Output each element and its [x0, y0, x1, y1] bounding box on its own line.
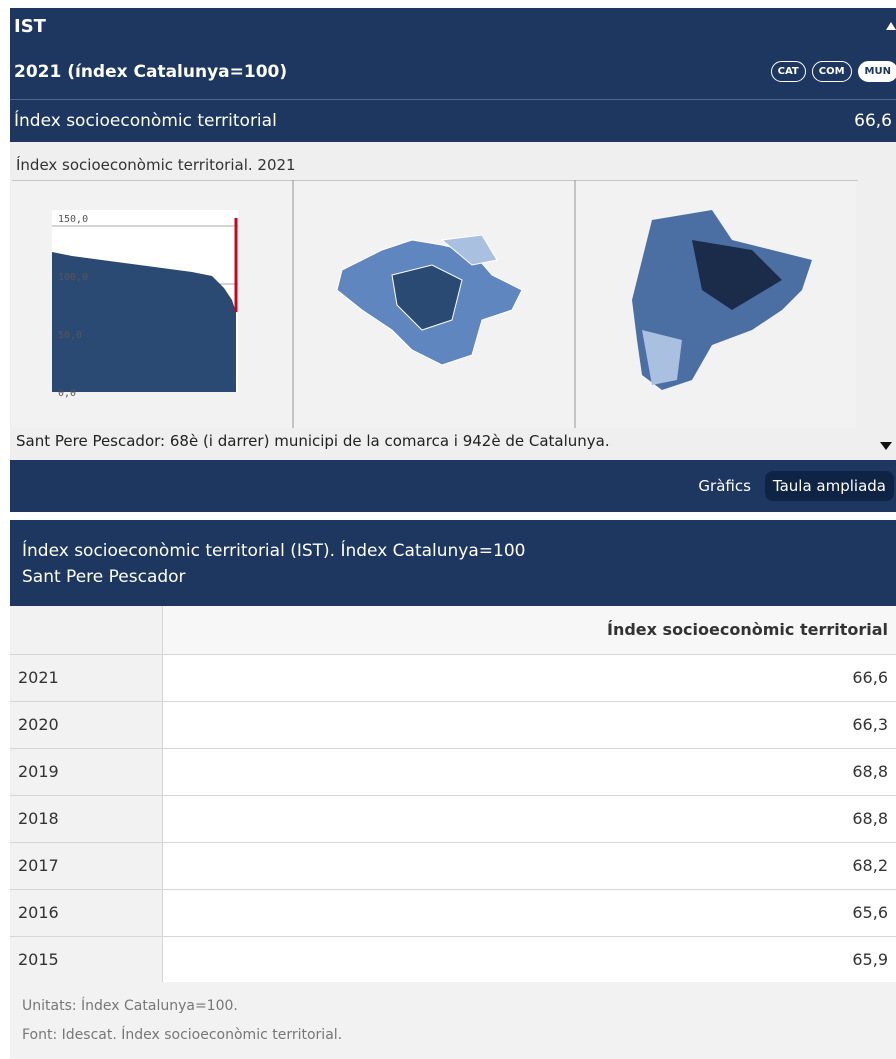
data-table: Índex socioeconòmic territorial 2021 66,6 2…	[10, 606, 896, 984]
year-cell: 2016	[10, 889, 163, 937]
chart-panel: Índex socioeconòmic territorial. 2021 15…	[10, 142, 896, 460]
scope-buttons: CAT COM MUN	[765, 61, 896, 82]
tab[interactable]: Taula ampliada	[764, 471, 894, 501]
header-title-row: IST	[10, 8, 896, 44]
subtitle-row: 2021 (índex Catalunya=100) CAT COM MUN	[10, 44, 896, 99]
value-cell: 68,8	[162, 795, 896, 843]
table-row: 2019 68,8	[10, 748, 896, 796]
summary: Sant Pere Pescador: 68è (i darrer) munic…	[16, 432, 610, 450]
table-wrap: Índex socioeconòmic territorial 2021 66,6 2…	[10, 606, 896, 984]
collapse-icon[interactable]	[886, 22, 896, 30]
expand-icon[interactable]	[880, 442, 892, 450]
caption: Índex socioeconòmic territorial. 2021	[16, 156, 296, 174]
table-title: Índex socioeconòmic territorial (IST). Í…	[22, 541, 526, 561]
value-cell: 68,8	[162, 748, 896, 796]
thumb-tick-label: 50,0	[58, 330, 82, 341]
indicator-value: 66,6	[854, 111, 892, 131]
map-shape	[440, 234, 498, 266]
scope-button[interactable]: COM	[811, 61, 852, 82]
table-subtitle: Sant Pere Pescador	[22, 567, 186, 587]
header	[10, 8, 896, 142]
scope-button[interactable]: MUN	[857, 61, 896, 82]
table-row: 2021 66,6	[10, 654, 896, 702]
table-header: Índex socioeconòmic territorial (IST). Í…	[10, 520, 896, 606]
year-cell: 2019	[10, 748, 163, 796]
column-header: Índex socioeconòmic territorial	[162, 606, 896, 655]
year-cell: 2020	[10, 701, 163, 749]
value-cell: 66,6	[162, 654, 896, 702]
map-shape	[642, 330, 682, 385]
table-row: 2015 65,9	[10, 936, 896, 984]
thumb-tick-label: 0,0	[58, 388, 76, 399]
note: Unitats: Índex Catalunya=100.	[22, 998, 238, 1014]
map-shape	[692, 240, 782, 310]
note: Font: Idescat. Índex socioeconòmic terri…	[22, 1027, 343, 1043]
title: IST	[14, 15, 46, 37]
thumbnails: 150,0 100,0 50,0 0,0	[12, 180, 858, 428]
year-cell: 2021	[10, 654, 163, 702]
thumb-tick-label: 150,0	[58, 214, 88, 225]
year-cell: 2018	[10, 795, 163, 843]
indicator: Índex socioeconòmic territorial	[14, 111, 277, 131]
thumb-tick-label: 100,0	[58, 272, 88, 283]
tab[interactable]: Gràfics	[698, 477, 751, 495]
thumb-area	[52, 252, 236, 392]
table-row: 2018 68,8	[10, 795, 896, 843]
table-row: 2020 66,3	[10, 701, 896, 749]
corner-cell	[10, 606, 163, 655]
year-cell: 2017	[10, 842, 163, 890]
notes: Unitats: Índex Catalunya=100. Font: Idesc…	[10, 982, 896, 1059]
map-shape	[391, 264, 463, 331]
value-cell: 66,3	[162, 701, 896, 749]
table-row: 2017 68,2	[10, 842, 896, 890]
table-row: 2016 65,6	[10, 889, 896, 937]
tab-bar: Gràfics Taula ampliada	[10, 460, 896, 512]
value-cell: 65,9	[162, 936, 896, 984]
year-cell: 2015	[10, 936, 163, 984]
subtitle: 2021 (índex Catalunya=100)	[14, 61, 288, 82]
separator	[10, 99, 896, 100]
scope-button[interactable]: CAT	[770, 61, 806, 82]
header-row: Índex socioeconòmic territorial	[10, 606, 896, 655]
indicator-row[interactable]: Índex socioeconòmic territorial 66,6	[10, 100, 896, 142]
value-cell: 68,2	[162, 842, 896, 890]
value-cell: 65,6	[162, 889, 896, 937]
